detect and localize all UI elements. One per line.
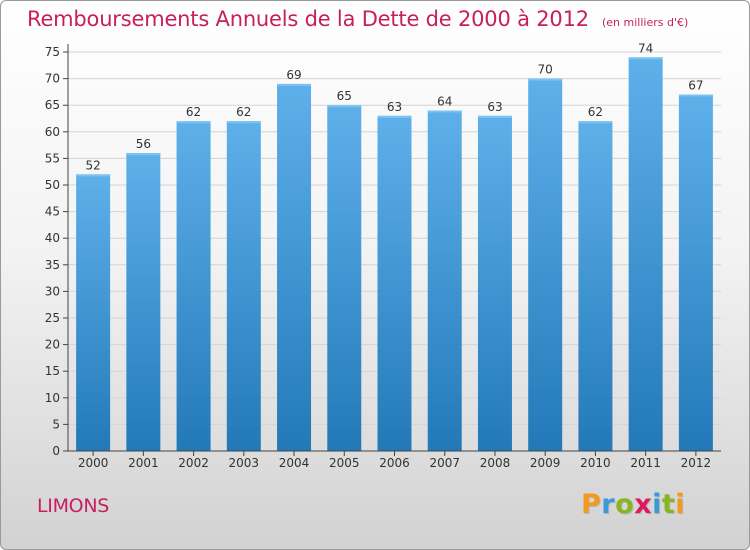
bar [377, 115, 412, 451]
bar-top-highlight [327, 105, 362, 108]
bar-top-highlight [126, 153, 161, 156]
bar [176, 121, 211, 451]
data-label: 65 [337, 89, 352, 103]
y-tick-label: 20 [45, 338, 60, 352]
data-label: 63 [487, 100, 502, 114]
y-tick-label: 40 [45, 231, 60, 245]
x-tick-label: 2001 [128, 456, 159, 470]
data-label: 62 [236, 105, 251, 119]
data-label: 63 [387, 100, 402, 114]
bar [76, 174, 111, 452]
y-tick-label: 0 [52, 444, 60, 458]
x-tick-label: 2012 [681, 456, 712, 470]
data-label: 62 [186, 105, 201, 119]
x-tick-label: 2005 [329, 456, 360, 470]
y-tick-label: 55 [45, 151, 60, 165]
y-tick-label: 65 [45, 98, 60, 112]
x-tick-label: 2011 [630, 456, 661, 470]
bar-top-highlight [678, 94, 713, 97]
bar-top-highlight [176, 121, 211, 124]
data-label: 56 [136, 137, 151, 151]
x-tick-label: 2008 [480, 456, 511, 470]
bar [578, 121, 613, 451]
data-label: 69 [286, 68, 301, 82]
logo-letter: t [661, 489, 676, 520]
chart-title: Remboursements Annuels de la Dette de 20… [27, 7, 589, 31]
bar-top-highlight [528, 78, 563, 81]
data-label: 70 [538, 63, 553, 77]
bar-top-highlight [578, 121, 613, 124]
bar [528, 78, 563, 451]
commune-name: LIMONS [37, 495, 110, 517]
y-tick-label: 75 [45, 45, 60, 59]
data-label: 74 [638, 41, 653, 55]
logo-letter: r [601, 489, 616, 520]
bar-top-highlight [628, 57, 663, 60]
data-label: 62 [588, 105, 603, 119]
y-tick-label: 60 [45, 125, 60, 139]
y-tick-label: 10 [45, 391, 60, 405]
x-tick-label: 2002 [178, 456, 209, 470]
y-tick-label: 25 [45, 311, 60, 325]
chart-subtitle: (en milliers d'€) [602, 16, 689, 29]
y-tick-label: 5 [52, 417, 60, 431]
y-tick-label: 50 [45, 178, 60, 192]
bar-top-highlight [277, 83, 312, 86]
data-label: 64 [437, 95, 452, 109]
x-tick-label: 2006 [379, 456, 410, 470]
bar [126, 153, 161, 451]
logo-letter: i [652, 489, 662, 520]
bar-top-highlight [76, 174, 111, 177]
y-tick-label: 45 [45, 205, 60, 219]
y-tick-label: 15 [45, 364, 60, 378]
y-tick-label: 35 [45, 258, 60, 272]
x-tick-label: 2007 [429, 456, 460, 470]
bar [678, 94, 713, 451]
logo-letter: i [675, 489, 686, 520]
y-tick-label: 70 [45, 72, 60, 86]
bar [226, 121, 261, 451]
bar-top-highlight [477, 115, 512, 118]
logo-letter: o [615, 489, 635, 520]
bar [477, 115, 512, 451]
title-block: Remboursements Annuels de la Dette de 20… [27, 7, 688, 31]
data-label: 67 [688, 79, 703, 93]
bar [628, 57, 663, 451]
logo-letter: x [634, 489, 653, 520]
x-tick-label: 2009 [530, 456, 561, 470]
y-tick-label: 30 [45, 284, 60, 298]
bar [327, 105, 362, 451]
bar-top-highlight [226, 121, 261, 124]
bar [427, 110, 462, 452]
proxiti-logo: Proxiti [581, 489, 685, 520]
x-tick-label: 2000 [78, 456, 109, 470]
x-tick-label: 2004 [279, 456, 310, 470]
logo-letter: P [581, 489, 602, 520]
x-tick-label: 2003 [229, 456, 260, 470]
bar-top-highlight [427, 110, 462, 113]
bar [277, 83, 312, 452]
data-label: 52 [85, 158, 100, 172]
bar-top-highlight [377, 115, 412, 118]
x-tick-label: 2010 [580, 456, 611, 470]
